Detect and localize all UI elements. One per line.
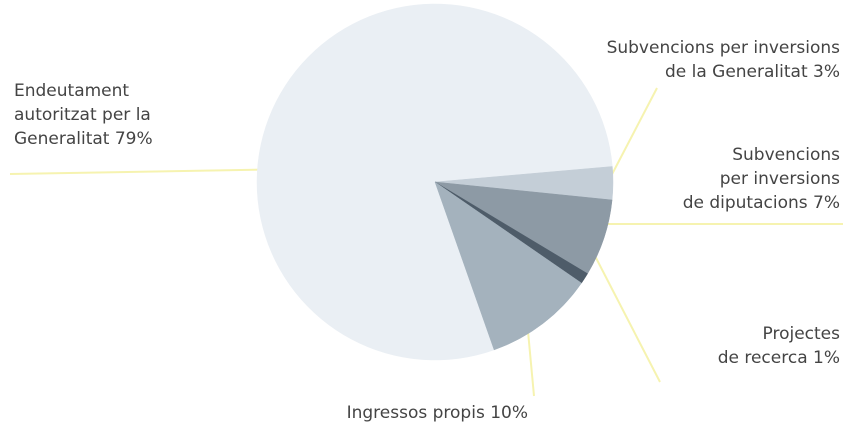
slice-label-line: de recerca 1% xyxy=(718,348,840,368)
slice-label-line: de la Generalitat 3% xyxy=(665,62,840,82)
pie-slice-1 xyxy=(256,3,613,361)
slice-label-line: Subvencions per inversions xyxy=(607,38,841,58)
slice-label-5: Ingressos propis 10% xyxy=(347,403,528,423)
slice-label-line: per inversions xyxy=(720,169,840,189)
slice-label-line: Endeutament xyxy=(14,81,129,101)
slice-label-2: Subvencions per inversions de la Generali… xyxy=(607,38,841,82)
slice-label-3: Subvencions per inversions de diputacions … xyxy=(683,145,840,213)
slice-label-line: autoritzat per la xyxy=(14,105,151,125)
slice-label-line: Ingressos propis 10% xyxy=(347,403,528,423)
pie-slice-5 xyxy=(434,181,582,351)
pie-slices xyxy=(256,3,614,361)
slice-label-4: Projectes de recerca 1% xyxy=(718,324,840,368)
leader-line-4 xyxy=(593,253,661,383)
slice-label-line: Subvencions xyxy=(732,145,840,165)
slice-label-line: de diputacions 7% xyxy=(683,193,840,213)
slice-label-line: Generalitat 79% xyxy=(14,129,153,149)
slice-label-line: Projectes xyxy=(763,324,841,344)
slice-labels: Endeutament autoritzat per la Generalitat … xyxy=(14,38,840,423)
leader-line-2 xyxy=(607,87,658,183)
slice-label-1: Endeutament autoritzat per la Generalitat … xyxy=(14,81,153,149)
